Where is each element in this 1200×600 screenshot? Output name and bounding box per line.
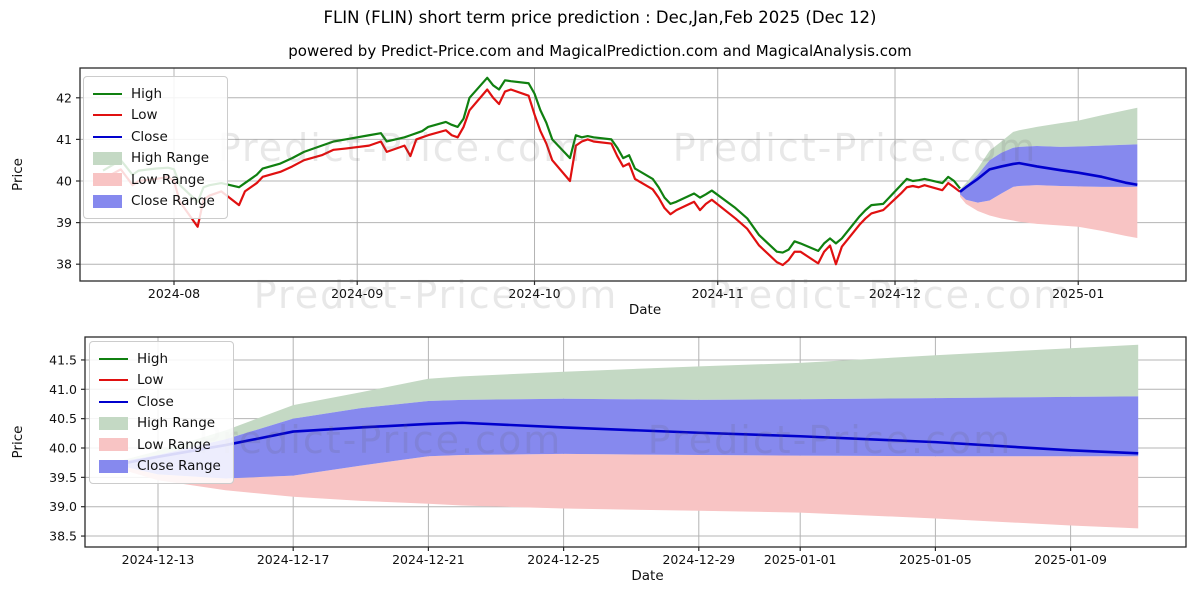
x-tick-label: 2024-08 bbox=[148, 286, 200, 301]
y-tick-label: 40 bbox=[56, 174, 72, 189]
legend-item-low-range: Low Range bbox=[93, 169, 215, 191]
x-tick-label: 2024-12 bbox=[869, 286, 921, 301]
legend-swatch bbox=[99, 416, 128, 430]
y-tick-label: 42 bbox=[56, 90, 72, 105]
legend-label: High Range bbox=[137, 415, 216, 432]
legend-item-close: Close bbox=[93, 126, 215, 148]
y-tick-label: 38 bbox=[56, 257, 72, 272]
close-line bbox=[959, 161, 1138, 193]
legend-swatch bbox=[99, 459, 128, 473]
y-tick-label: 39.5 bbox=[49, 470, 77, 485]
x-tick-label: 2024-12-25 bbox=[527, 552, 600, 567]
high-range-band bbox=[124, 344, 1139, 461]
x-tick-label: 2025-01-01 bbox=[764, 552, 837, 567]
x-tick-label: 2025-01-09 bbox=[1034, 552, 1107, 567]
legend-swatch bbox=[99, 438, 128, 452]
legend-label: High Range bbox=[131, 150, 210, 167]
close-range-band bbox=[960, 144, 1138, 203]
legend-item-close-range: Close Range bbox=[93, 191, 215, 213]
y-tick-label: 39.0 bbox=[49, 499, 77, 514]
low-line bbox=[102, 88, 961, 267]
legend-item-high: High bbox=[93, 83, 215, 105]
legend-label: Close Range bbox=[131, 193, 215, 210]
y-tick-label: 41.5 bbox=[49, 352, 77, 367]
x-tick-label: 2024-12-29 bbox=[662, 552, 735, 567]
legend-item-high-range: High Range bbox=[99, 413, 221, 435]
top-chart-legend: High Low Close High Range Low Range Close Ran… bbox=[83, 76, 228, 219]
close-range-band bbox=[124, 396, 1139, 479]
legend-swatch bbox=[93, 151, 122, 165]
legend-item-close: Close bbox=[99, 391, 221, 413]
legend-item-close-range: Close Range bbox=[99, 456, 221, 478]
y-tick-label: 40.0 bbox=[49, 441, 77, 456]
legend-item-low: Low bbox=[93, 105, 215, 127]
chart-group: 2024-12-13 2024-12-17 2024-12-21 2024-12-25… bbox=[10, 336, 1187, 584]
y-axis-label: Price bbox=[10, 426, 26, 459]
x-axis-label: Date bbox=[629, 302, 661, 318]
legend-swatch bbox=[93, 114, 122, 117]
legend-label: Close bbox=[131, 128, 168, 145]
legend-label: Low bbox=[131, 107, 158, 124]
low-range-band bbox=[960, 185, 1138, 238]
x-tick-label: 2024-12-17 bbox=[257, 552, 330, 567]
plot-border bbox=[84, 336, 1187, 548]
legend-label: Close bbox=[137, 393, 174, 410]
legend-swatch bbox=[93, 194, 122, 208]
x-tick-label: 2025-01 bbox=[1052, 286, 1104, 301]
legend-swatch bbox=[93, 135, 122, 138]
legend-item-low: Low bbox=[99, 370, 221, 392]
high-range-band bbox=[960, 107, 1138, 191]
chart-subtitle: powered by Predict-Price.com and Magical… bbox=[288, 42, 912, 60]
y-tick-label: 41 bbox=[56, 132, 72, 147]
legend-swatch bbox=[93, 92, 122, 95]
high-line bbox=[102, 76, 961, 254]
y-tick-label: 40.5 bbox=[49, 411, 77, 426]
plot-border bbox=[79, 67, 1187, 282]
y-axis-label: Price bbox=[10, 158, 26, 191]
y-tick-label: 39 bbox=[56, 215, 72, 230]
legend-label: High bbox=[137, 350, 169, 367]
x-tick-label: 2024-10 bbox=[508, 286, 560, 301]
x-tick-label: 2024-12-13 bbox=[122, 552, 195, 567]
x-axis-label: Date bbox=[631, 568, 663, 584]
legend-item-high-range: High Range bbox=[93, 148, 215, 170]
chart-title: FLIN (FLIN) short term price prediction … bbox=[323, 8, 877, 27]
legend-swatch bbox=[93, 173, 122, 187]
legend-swatch bbox=[99, 357, 128, 360]
y-tick-label: 38.5 bbox=[49, 529, 77, 544]
chart-group: 2024-08 2024-09 2024-10 2024-11 2024-12 2025-… bbox=[10, 67, 1187, 318]
low-range-band bbox=[124, 453, 1139, 529]
legend-swatch bbox=[99, 400, 128, 403]
legend-label: Low Range bbox=[131, 171, 205, 188]
legend-item-low-range: Low Range bbox=[99, 434, 221, 456]
legend-swatch bbox=[99, 379, 128, 382]
x-tick-label: 2024-09 bbox=[331, 286, 383, 301]
bottom-chart-legend: High Low Close High Range Low Range Close Ran… bbox=[89, 341, 234, 484]
x-tick-label: 2025-01-05 bbox=[899, 552, 972, 567]
legend-label: Close Range bbox=[137, 458, 221, 475]
legend-item-high: High bbox=[99, 348, 221, 370]
legend-label: Low Range bbox=[137, 436, 211, 453]
y-tick-label: 41.0 bbox=[49, 382, 77, 397]
x-tick-label: 2024-12-21 bbox=[392, 552, 465, 567]
x-tick-label: 2024-11 bbox=[692, 286, 744, 301]
legend-label: High bbox=[131, 85, 163, 102]
legend-label: Low bbox=[137, 372, 164, 389]
